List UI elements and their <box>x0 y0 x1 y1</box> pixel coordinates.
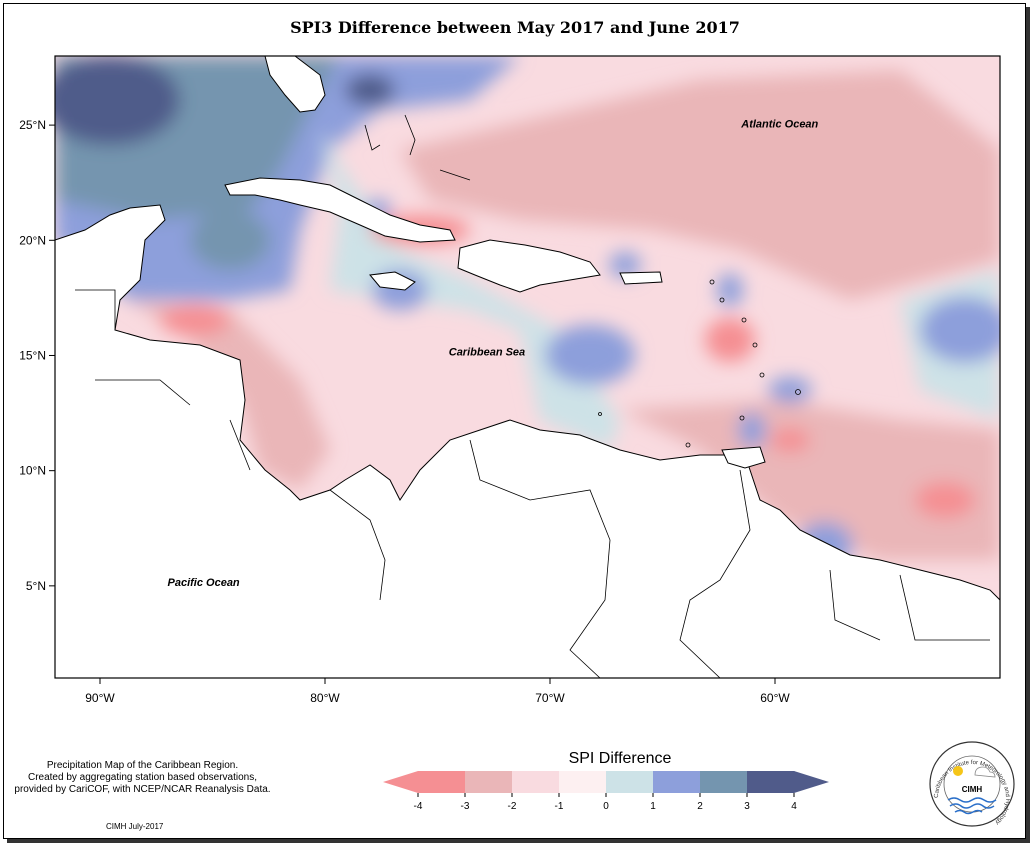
legend-tick-label: 2 <box>697 801 703 812</box>
legend-ticks: -4 -3 -2 -1 0 1 2 3 4 <box>414 793 797 812</box>
legend-colorbar <box>383 771 829 793</box>
legend-tick-label: -4 <box>414 801 423 812</box>
dry-trinidad-core <box>770 428 810 452</box>
land-cuba <box>224 177 456 243</box>
map-notes: Precipitation Map of the Caribbean Regio… <box>5 760 280 796</box>
y-tick-label: 10°N <box>19 464 46 478</box>
legend-tick-label: -3 <box>461 801 470 812</box>
wet-puerto-rico-cell <box>609 252 641 278</box>
legend-swatch <box>512 771 560 793</box>
dry-atlantic <box>400 70 1000 300</box>
x-tick-label: 70°W <box>535 691 565 705</box>
land-masses <box>55 56 1000 678</box>
sun-icon <box>953 766 963 776</box>
legend-swatch <box>747 771 795 793</box>
very-wet-bahamas <box>345 74 395 106</box>
notes-line-3: provided by CariCOF, with NCEP/NCAR Rean… <box>14 784 271 795</box>
island-bahamas-2 <box>404 114 416 156</box>
island-grenada <box>739 415 745 421</box>
y-tick-label: 25°N <box>19 118 46 132</box>
border-guatemala-salvador <box>95 379 191 406</box>
island-martinique <box>752 342 758 348</box>
land-jamaica <box>369 271 416 291</box>
island-antigua <box>709 279 715 285</box>
wet-yucatan-basin <box>190 210 270 270</box>
land-hispaniola <box>457 239 601 293</box>
border-panama-colombia <box>329 489 386 601</box>
legend-swatch <box>465 771 513 793</box>
legend-tick-label: -2 <box>508 801 517 812</box>
dry-central-america <box>130 300 330 490</box>
y-tick-label: 5°N <box>26 579 46 593</box>
legend-swatch <box>606 771 654 793</box>
border-colombia-venezuela <box>469 439 611 678</box>
wet-grenada-cell <box>738 412 766 448</box>
wave-icon-3 <box>954 809 983 815</box>
land-florida <box>264 56 326 113</box>
border-venezuela-brazil <box>679 469 751 678</box>
footer-credit: CIMH July-2017 <box>106 822 164 831</box>
wet-barbados-cell <box>768 377 812 403</box>
notes-line-2: Created by aggregating station based obs… <box>27 772 258 783</box>
map-title: SPI3 Difference between May 2017 and Jun… <box>290 18 740 37</box>
island-guadeloupe <box>719 297 725 303</box>
legend-swatch <box>653 771 701 793</box>
legend-arrow-high <box>794 771 829 793</box>
neutral-central-caribbean <box>320 130 620 450</box>
wave-icon-2 <box>949 803 995 809</box>
legend-tick-label: -1 <box>555 801 564 812</box>
y-tick-label: 20°N <box>19 233 46 247</box>
spi-field: Atlantic Ocean Caribbean Sea Pacific Ocean <box>55 56 1000 678</box>
legend-swatch <box>700 771 748 793</box>
legend-swatch <box>418 771 466 793</box>
border-nicaragua <box>229 419 251 471</box>
legend-tick-label: 4 <box>791 801 797 812</box>
borders <box>75 289 990 678</box>
axis-ticks: 90°W 80°W 70°W 60°W 25°N 20°N 15°N 10°N 5°N <box>19 118 790 705</box>
very-wet-gulf <box>55 56 180 145</box>
dry-guiana-coast <box>620 400 1000 560</box>
border-mexico-guatemala <box>75 289 116 330</box>
wave-icon <box>947 797 997 803</box>
island-curacao <box>598 412 602 416</box>
island-barbados <box>795 389 801 395</box>
y-tick-label: 15°N <box>19 348 46 362</box>
land-central-south-america <box>55 204 1000 678</box>
dry-antilles-core <box>705 318 755 362</box>
border-suriname-french-guiana <box>899 574 990 641</box>
island-dominica <box>741 317 747 323</box>
land-puerto-rico <box>619 271 663 285</box>
legend-swatch <box>559 771 607 793</box>
notes-line-1: Precipitation Map of the Caribbean Regio… <box>46 760 239 771</box>
island-bahamas-1 <box>364 124 381 151</box>
land-trinidad <box>721 446 766 469</box>
plot-border <box>54 55 1001 679</box>
legend-tick-label: 3 <box>744 801 750 812</box>
spi-contours <box>55 56 1000 660</box>
cloud-icon <box>974 766 996 778</box>
place-labels: Atlantic Ocean Caribbean Sea Pacific Ocean <box>168 118 819 588</box>
legend-tick-label: 0 <box>603 801 609 812</box>
border-guyana-suriname <box>829 569 881 641</box>
cimh-logo: Caribbean Institute for Meteorology and … <box>929 741 1015 827</box>
island-bahamas-3 <box>439 169 471 181</box>
dry-honduras-core <box>160 304 230 336</box>
x-tick-label: 60°W <box>760 691 790 705</box>
legend-tick-label: 1 <box>650 801 656 812</box>
wet-east <box>920 297 1000 363</box>
island-outlines <box>364 114 801 448</box>
legend-arrow-low <box>383 771 418 793</box>
place-label: Pacific Ocean <box>168 577 240 589</box>
x-tick-label: 90°W <box>85 691 115 705</box>
wet-caribbean-cell <box>545 325 635 385</box>
island-st-lucia <box>759 372 765 378</box>
place-label: Atlantic Ocean <box>740 118 818 130</box>
x-tick-label: 80°W <box>310 691 340 705</box>
dry-east-core <box>915 482 975 518</box>
place-label: Caribbean Sea <box>449 346 525 358</box>
legend-title: SPI Difference <box>568 750 672 767</box>
logo-text: CIMH <box>962 785 983 794</box>
island-margarita <box>685 442 691 448</box>
